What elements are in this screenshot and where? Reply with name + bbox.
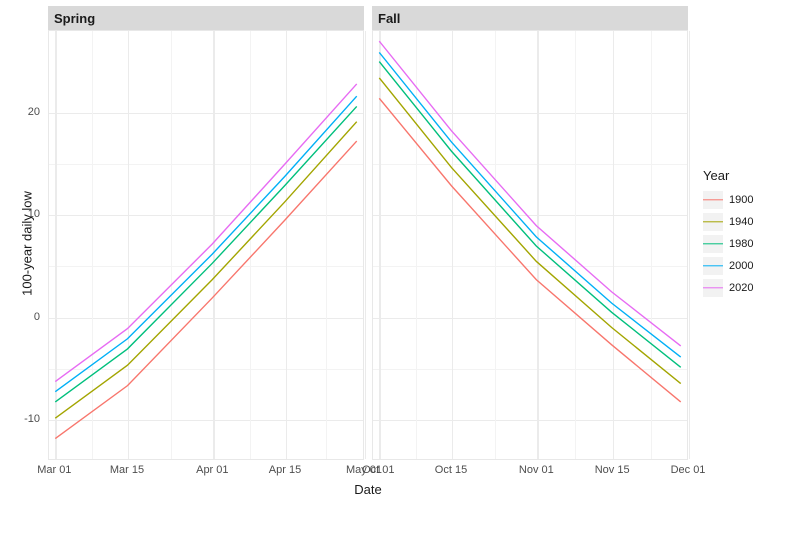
- legend-label: 1980: [729, 238, 753, 250]
- x-tick-labels-fall: Oct 01Oct 15Nov 01Nov 15Dec 01: [372, 464, 688, 480]
- panel-strip-fall: Fall: [372, 6, 688, 30]
- y-tick-label: 20: [0, 106, 40, 118]
- x-tick-labels-spring: Mar 01Mar 15Apr 01Apr 15May 01: [48, 464, 364, 480]
- series-line-1900: [55, 141, 356, 439]
- x-tick-label: Nov 01: [519, 464, 554, 476]
- chart-lines: [49, 31, 363, 459]
- panel-strip-label: Spring: [54, 11, 95, 26]
- x-tick-label: Mar 15: [110, 464, 144, 476]
- legend-item: 1980: [703, 233, 793, 255]
- legend-title: Year: [703, 168, 793, 183]
- x-tick-label: Oct 15: [435, 464, 467, 476]
- series-line-1980: [55, 106, 356, 402]
- panel-strip-spring: Spring: [48, 6, 364, 30]
- series-line-2020: [55, 84, 356, 382]
- legend-item: 2020: [703, 277, 793, 299]
- legend-label: 2000: [729, 260, 753, 272]
- plot-area: 100-year daily low -1001020 Spring Mar 0…: [48, 6, 688, 502]
- legend-label: 1900: [729, 194, 753, 206]
- x-axis-title: Date: [48, 482, 688, 497]
- series-line-2020: [379, 41, 680, 346]
- panel-fall: [372, 30, 688, 460]
- legend-label: 2020: [729, 282, 753, 294]
- x-tick-label: Apr 01: [196, 464, 228, 476]
- legend-key: [703, 191, 723, 209]
- legend-key: [703, 235, 723, 253]
- y-tick-label: -10: [0, 413, 40, 425]
- y-tick-labels: -10 0 10 20: [0, 30, 44, 460]
- x-tick-label: Dec 01: [671, 464, 706, 476]
- panel-spring: [48, 30, 364, 460]
- legend-item: 2000: [703, 255, 793, 277]
- x-tick-label: Oct 01: [362, 464, 394, 476]
- y-tick-label: 0: [0, 311, 40, 323]
- chart-lines: [373, 31, 687, 459]
- legend-key: [703, 279, 723, 297]
- x-tick-label: Apr 15: [269, 464, 301, 476]
- series-line-2000: [55, 96, 356, 392]
- legend-label: 1940: [729, 216, 753, 228]
- legend-item: 1900: [703, 189, 793, 211]
- legend: Year 1900 1940 1980 2000 2020: [703, 168, 793, 299]
- panel-strip-label: Fall: [378, 11, 400, 26]
- legend-key: [703, 213, 723, 231]
- legend-key: [703, 257, 723, 275]
- y-tick-label: 10: [0, 208, 40, 220]
- series-line-1900: [379, 98, 680, 402]
- legend-item: 1940: [703, 211, 793, 233]
- x-tick-label: Nov 15: [595, 464, 630, 476]
- x-tick-label: Mar 01: [37, 464, 71, 476]
